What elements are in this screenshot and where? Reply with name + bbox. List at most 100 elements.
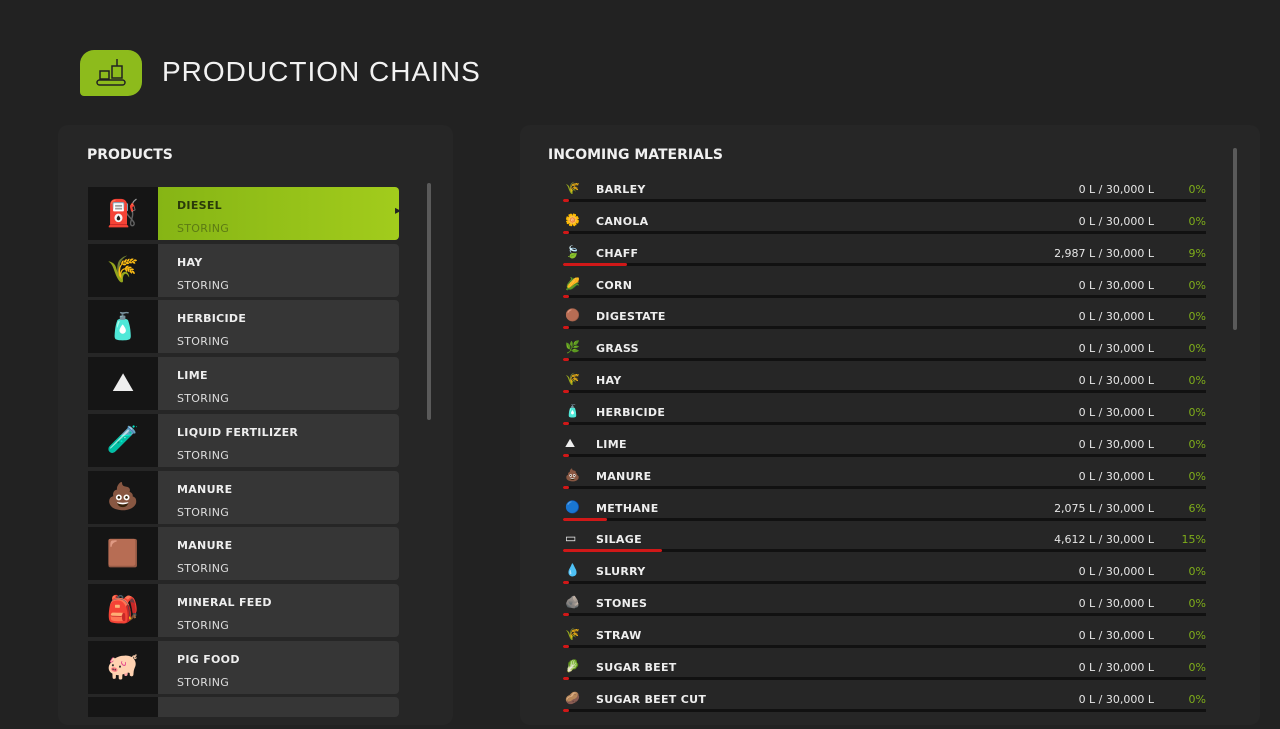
material-amount: 0 L / 30,000 L — [1078, 405, 1154, 419]
material-amount: 0 L / 30,000 L — [1078, 692, 1154, 706]
material-fill — [563, 199, 569, 202]
material-row: 💩 MANURE 0 L / 30,000 L 0% — [563, 468, 1206, 506]
product-item-partial[interactable] — [88, 697, 399, 717]
product-name: PIG FOOD — [177, 652, 240, 666]
product-name: LIQUID FERTILIZER — [177, 425, 299, 439]
material-icon: 💧 — [565, 563, 580, 578]
product-name: MANURE — [177, 482, 233, 496]
material-fill-bar — [563, 676, 1206, 680]
material-fill-bar — [563, 199, 1206, 202]
material-icon: 🔵 — [565, 499, 580, 514]
material-name: HERBICIDE — [596, 405, 666, 419]
material-row: 🧴 HERBICIDE 0 L / 30,000 L 0% — [563, 404, 1206, 442]
product-info: HAY STORING — [158, 243, 399, 297]
material-icon: 🥔 — [565, 690, 580, 705]
material-icon: 💩 — [565, 467, 580, 482]
materials-heading: INCOMING MATERIALS — [548, 147, 723, 163]
material-icon: 🍃 — [565, 244, 580, 259]
material-percent: 6% — [1188, 501, 1206, 515]
material-fill-bar — [563, 485, 1206, 489]
material-fill — [563, 326, 569, 330]
material-fill — [563, 581, 569, 585]
material-fill — [563, 262, 628, 266]
material-percent: 0% — [1188, 565, 1206, 579]
product-item[interactable]: 🌾 HAY STORING — [88, 243, 399, 297]
product-item[interactable]: 🧴 HERBICIDE STORING — [88, 300, 399, 354]
material-percent: 0% — [1188, 597, 1206, 611]
material-fill-bar — [563, 644, 1206, 648]
material-percent: 15% — [1181, 533, 1206, 547]
product-item[interactable]: ⛽ DIESEL STORING — [88, 187, 401, 240]
product-icon: 💩 — [88, 470, 158, 524]
material-fill — [563, 485, 569, 489]
material-fill — [563, 549, 662, 553]
product-item[interactable]: 🎒 MINERAL FEED STORING — [88, 583, 399, 637]
product-name: MANURE — [177, 539, 233, 553]
products-scrollbar[interactable] — [427, 183, 431, 420]
material-row: 🥬 SUGAR BEET 0 L / 30,000 L 0% — [563, 659, 1206, 697]
material-row: 🌿 GRASS 0 L / 30,000 L 0% — [563, 340, 1206, 378]
material-amount: 0 L / 30,000 L — [1078, 342, 1154, 356]
product-status: STORING — [177, 392, 230, 406]
material-fill — [563, 613, 569, 617]
material-amount: 0 L / 30,000 L — [1078, 214, 1154, 228]
material-row: 💧 SLURRY 0 L / 30,000 L 0% — [563, 563, 1206, 601]
material-row: 🪨 STONES 0 L / 30,000 L 0% — [563, 595, 1206, 633]
material-row: 🍃 CHAFF 2,987 L / 30,000 L 9% — [563, 245, 1206, 283]
product-icon: 🌾 — [88, 243, 158, 297]
product-status: STORING — [177, 675, 230, 689]
material-name: BARLEY — [596, 183, 646, 196]
material-fill — [563, 453, 569, 457]
material-name: CHAFF — [596, 246, 639, 260]
material-icon: 🌼 — [565, 212, 580, 227]
material-row: ⛰ LIME 0 L / 30,000 L 0% — [563, 436, 1206, 474]
material-icon: 🌿 — [565, 340, 580, 355]
material-amount: 0 L / 30,000 L — [1078, 183, 1154, 196]
material-fill — [563, 421, 569, 425]
material-amount: 4,612 L / 30,000 L — [1054, 533, 1154, 547]
product-status: STORING — [177, 505, 230, 519]
production-chain-icon — [80, 50, 142, 96]
material-amount: 2,075 L / 30,000 L — [1054, 501, 1154, 515]
product-status: STORING — [177, 618, 230, 632]
incoming-materials-panel — [520, 125, 1260, 725]
product-status: STORING — [177, 562, 230, 576]
product-info: MINERAL FEED STORING — [158, 583, 399, 637]
material-icon: 🟤 — [565, 308, 580, 323]
material-name: STONES — [596, 597, 648, 611]
material-fill-bar — [563, 326, 1206, 330]
material-amount: 0 L / 30,000 L — [1078, 437, 1154, 451]
material-fill — [563, 517, 608, 521]
product-item[interactable]: 🐖 PIG FOOD STORING — [88, 640, 399, 694]
product-item[interactable]: ⛰ LIME STORING — [88, 357, 399, 411]
material-amount: 0 L / 30,000 L — [1078, 597, 1154, 611]
material-row: 🌼 CANOLA 0 L / 30,000 L 0% — [563, 213, 1206, 251]
material-percent: 0% — [1188, 278, 1206, 292]
material-fill-bar — [563, 262, 1206, 266]
material-name: GRASS — [596, 342, 639, 356]
material-fill — [563, 644, 569, 648]
material-amount: 0 L / 30,000 L — [1078, 628, 1154, 642]
product-info: HERBICIDE STORING — [158, 300, 399, 354]
material-fill — [563, 390, 569, 394]
material-fill-bar — [563, 358, 1206, 362]
material-percent: 0% — [1188, 183, 1206, 196]
material-fill-bar — [563, 421, 1206, 425]
material-percent: 0% — [1188, 469, 1206, 483]
product-name: LIME — [177, 369, 208, 383]
material-row: 🟤 DIGESTATE 0 L / 30,000 L 0% — [563, 308, 1206, 346]
material-fill — [563, 708, 569, 712]
material-percent: 9% — [1188, 246, 1206, 260]
product-item[interactable]: 🧪 LIQUID FERTILIZER STORING — [88, 413, 399, 467]
material-name: STRAW — [596, 628, 642, 642]
material-amount: 2,987 L / 30,000 L — [1054, 246, 1154, 260]
material-fill — [563, 358, 569, 362]
material-name: SILAGE — [596, 533, 642, 547]
material-row: 🥔 SUGAR BEET CUT 0 L / 30,000 L 0% — [563, 691, 1206, 729]
product-item[interactable]: 🟫 MANURE STORING — [88, 527, 399, 581]
material-icon: 🌽 — [565, 276, 580, 291]
material-amount: 0 L / 30,000 L — [1078, 660, 1154, 674]
product-item[interactable]: 💩 MANURE STORING — [88, 470, 399, 524]
product-info: MANURE STORING — [158, 527, 399, 581]
materials-scrollbar[interactable] — [1233, 148, 1237, 330]
